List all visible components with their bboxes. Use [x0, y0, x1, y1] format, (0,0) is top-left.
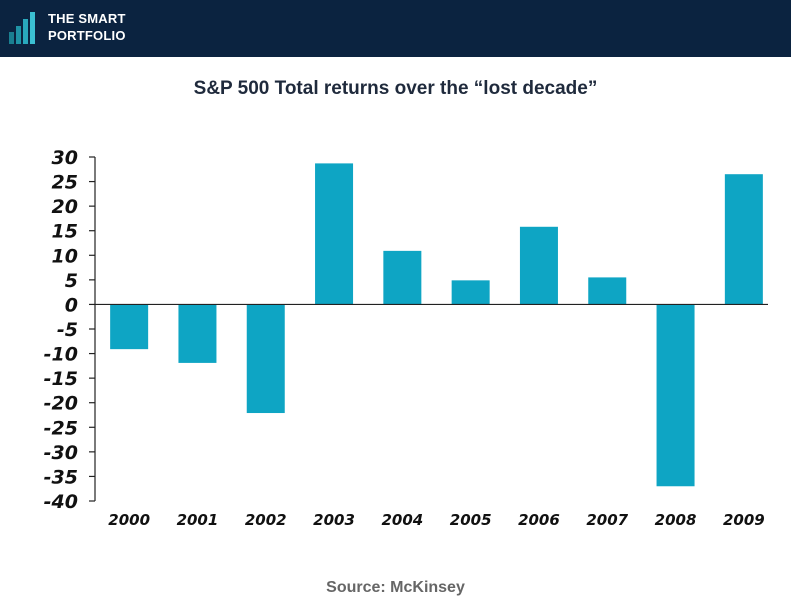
x-tick-label: 2006	[518, 511, 560, 529]
bar-2009	[724, 174, 763, 305]
x-tick-label: 2001	[177, 511, 219, 529]
x-tick-label: 2009	[723, 511, 765, 529]
y-tick-label: 25	[52, 172, 78, 194]
bar-2000	[110, 304, 149, 350]
x-tick-label: 2004	[381, 511, 423, 529]
y-tick-label: 10	[52, 245, 78, 267]
x-tick-label: 2003	[313, 511, 355, 529]
y-tick-label: -5	[57, 319, 78, 341]
y-tick-label: -15	[44, 368, 78, 390]
source-caption: Source: McKinsey	[326, 579, 465, 596]
y-tick-label: -40	[44, 491, 78, 513]
y-tick-label: 30	[52, 147, 78, 169]
x-tick-label: 2007	[586, 511, 628, 529]
y-tick-label: 15	[52, 221, 78, 243]
x-tick-label: 2008	[655, 511, 697, 529]
bar-2004	[383, 250, 422, 305]
header-bar: THE SMART PORTFOLIO	[0, 0, 791, 57]
bar-2001	[178, 304, 217, 363]
y-tick-label: -10	[44, 344, 78, 366]
logo-bars-icon	[9, 12, 35, 44]
chart-title: S&P 500 Total returns over the “lost dec…	[193, 78, 598, 99]
y-tick-label: 0	[65, 294, 78, 316]
x-tick-label: 2000	[108, 511, 150, 529]
bar-2007	[588, 277, 627, 305]
brand-name-line1: THE SMART	[48, 11, 126, 26]
y-tick-label: -25	[44, 417, 78, 439]
y-tick-label: -35	[44, 466, 78, 488]
y-tick-label: 5	[65, 270, 78, 292]
x-tick-label: 2002	[245, 511, 287, 529]
brand-logo[interactable]: THE SMART PORTFOLIO	[8, 8, 125, 48]
bar-2008	[656, 304, 695, 487]
y-tick-label: 20	[52, 196, 78, 218]
x-tick-label: 2005	[450, 511, 492, 529]
bar-2006	[519, 226, 558, 305]
bar-2002	[246, 304, 285, 414]
bar-2005	[451, 280, 490, 305]
y-tick-label: -30	[44, 442, 78, 464]
y-tick-label: -20	[44, 393, 78, 415]
brand-name-line2: PORTFOLIO	[48, 28, 126, 43]
bar-2003	[315, 163, 354, 305]
